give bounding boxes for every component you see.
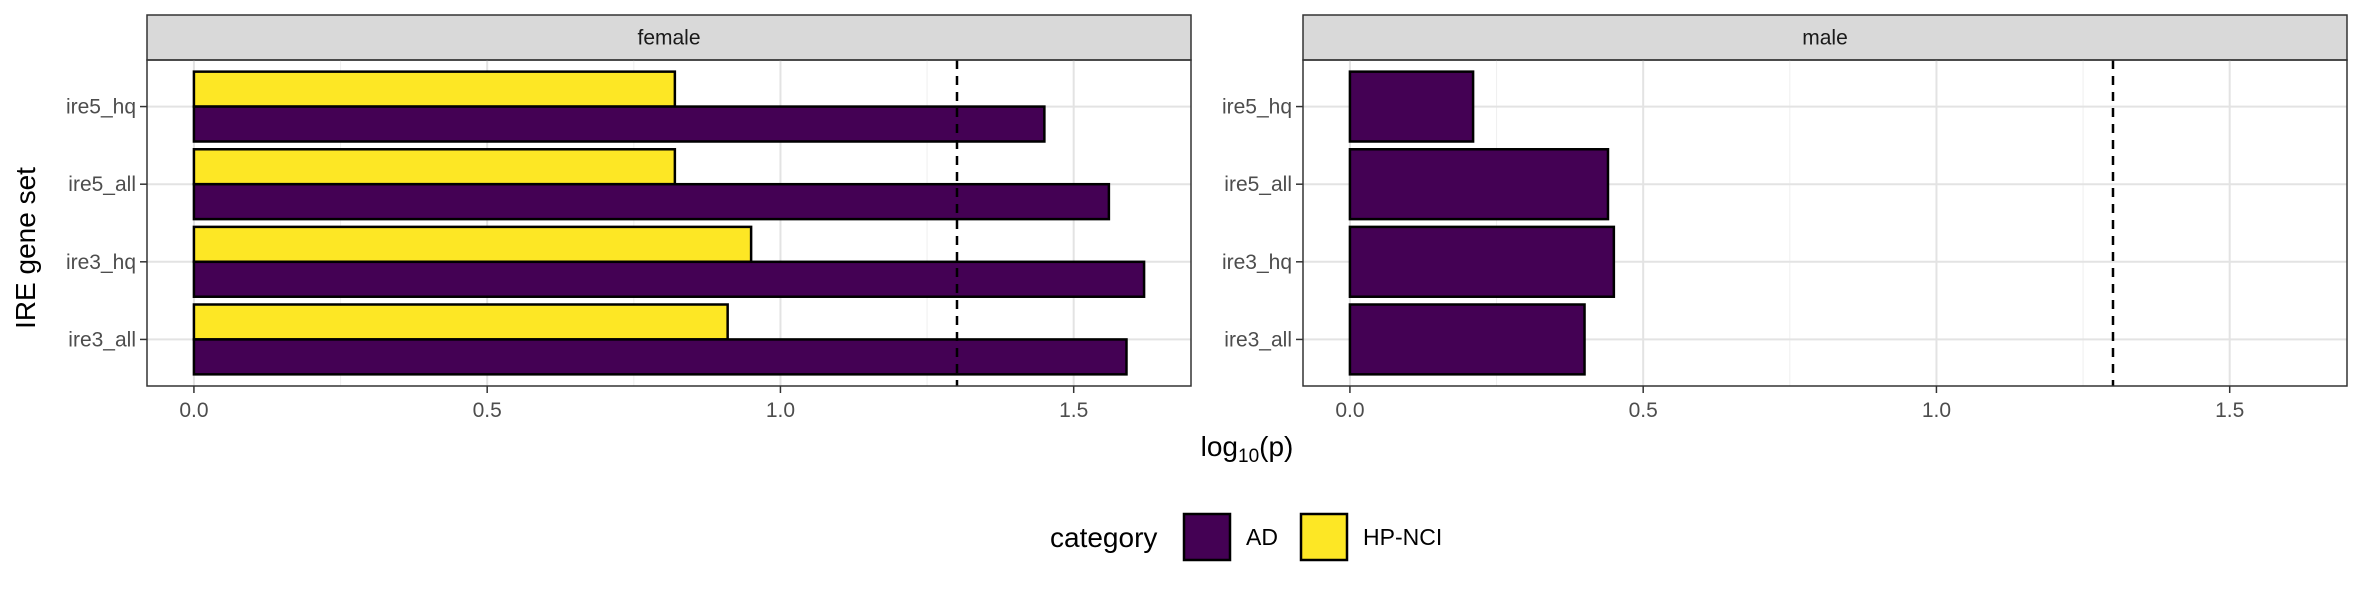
x-axis-title-subscript: 10 bbox=[1238, 446, 1259, 467]
y-tick-label: ire3_all bbox=[68, 328, 136, 351]
x-axis-title-rest: (p) bbox=[1259, 431, 1293, 462]
y-tick-label: ire5_hq bbox=[66, 96, 136, 119]
x-tick-label: 0.0 bbox=[179, 399, 208, 422]
facet-strip bbox=[146, 14, 1192, 61]
bar-hp-nci-ire5_hq bbox=[192, 70, 677, 108]
x-axis-title-base: log bbox=[1201, 431, 1238, 462]
x-tick-label: 0.5 bbox=[473, 399, 502, 422]
y-tick-label: ire3_all bbox=[1224, 328, 1292, 351]
x-axis-title: log10(p) bbox=[1201, 431, 1294, 467]
legend-title: category bbox=[1050, 522, 1157, 553]
bar-hp-nci-ire3_all bbox=[192, 303, 729, 341]
facet-strip bbox=[1302, 14, 2348, 61]
legend-label: AD bbox=[1246, 524, 1278, 550]
y-tick-label: ire3_hq bbox=[1222, 251, 1292, 274]
x-tick-label: 1.5 bbox=[2215, 399, 2244, 422]
bar-hp-nci-ire3_hq bbox=[192, 225, 753, 264]
x-tick-label: 1.0 bbox=[766, 399, 795, 422]
y-tick-label: ire5_all bbox=[68, 173, 136, 196]
x-tick-label: 0.5 bbox=[1629, 399, 1658, 422]
bar-ad-ire3_hq bbox=[1348, 225, 1616, 298]
panel-border bbox=[146, 59, 1192, 387]
legend-key-hp-nci bbox=[1299, 512, 1349, 562]
bar-ad-ire5_hq bbox=[192, 105, 1046, 143]
bar-ad-ire3_hq bbox=[192, 260, 1146, 298]
y-tick-label: ire5_hq bbox=[1222, 96, 1292, 119]
bar-hp-nci-ire5_all bbox=[192, 148, 677, 186]
facet-strip-label: male bbox=[1802, 27, 1848, 50]
bar-ad-ire5_all bbox=[192, 182, 1111, 221]
y-tick-label: ire5_all bbox=[1224, 173, 1292, 196]
facet-strip-label: female bbox=[637, 27, 700, 50]
panels-layer: female ire5_hq ire5_all ire3_hq ire3_all 0.0 0… bbox=[66, 14, 2348, 422]
legend-key-ad bbox=[1182, 512, 1232, 562]
bar-ad-ire3_all bbox=[192, 338, 1128, 376]
bar-ad-ire3_all bbox=[1348, 303, 1586, 376]
y-axis-title: IRE gene set bbox=[10, 167, 41, 329]
legend: category AD HP-NCI bbox=[1050, 512, 1442, 562]
x-tick-label: 1.0 bbox=[1922, 399, 1951, 422]
panel-border bbox=[1302, 59, 2348, 387]
bar-ad-ire5_hq bbox=[1348, 70, 1475, 143]
y-tick-label: ire3_hq bbox=[66, 251, 136, 274]
x-tick-label: 1.5 bbox=[1059, 399, 1088, 422]
legend-label: HP-NCI bbox=[1363, 524, 1442, 550]
bar-ad-ire5_all bbox=[1348, 148, 1610, 221]
x-tick-label: 0.0 bbox=[1335, 399, 1364, 422]
